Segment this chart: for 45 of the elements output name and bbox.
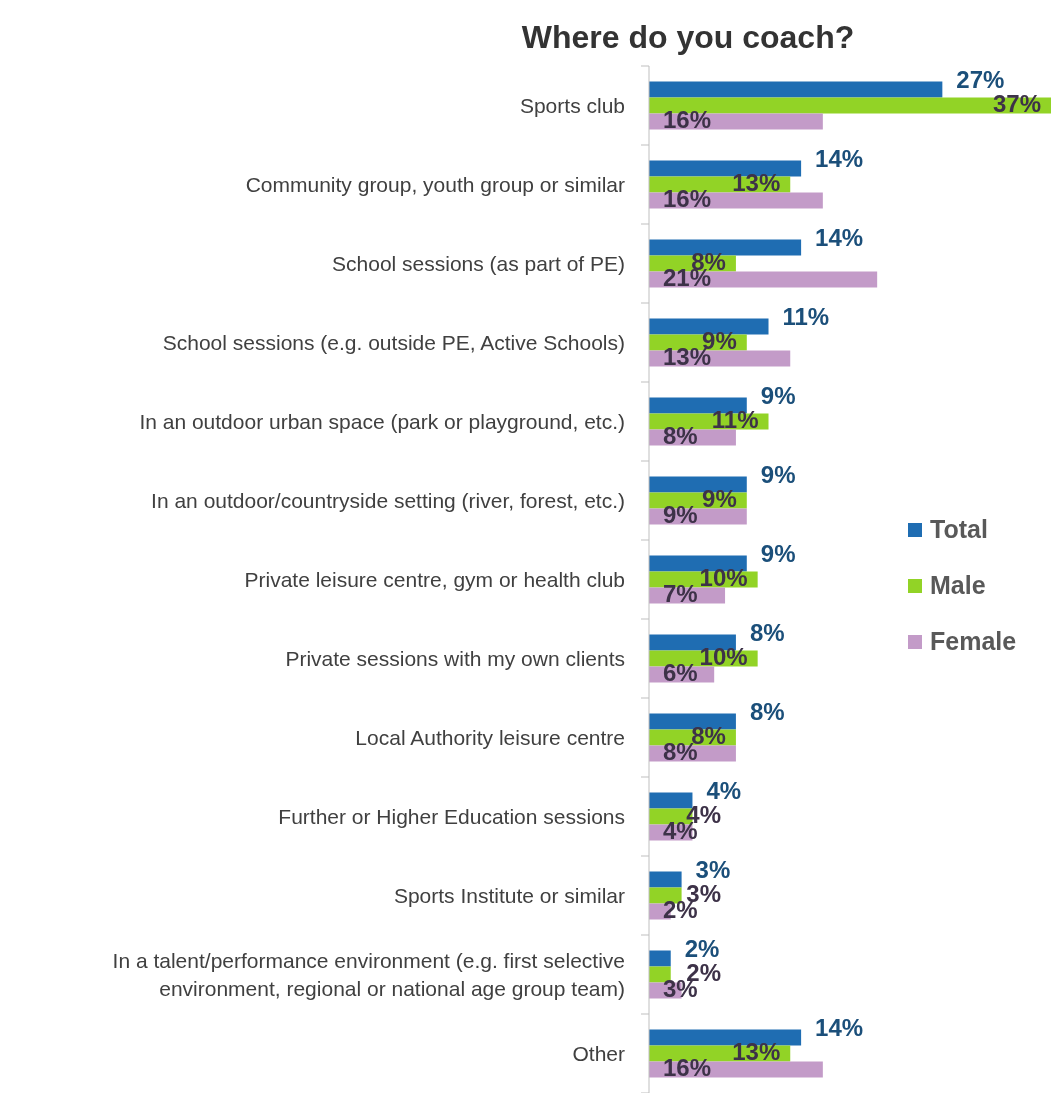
data-label: 10% (699, 642, 748, 670)
y-tick-label: Private sessions with my own clients (285, 646, 625, 670)
y-tick-label: School sessions (as part of PE) (332, 251, 625, 275)
y-tick-label: In an outdoor urban space (park or playground, etc.) (139, 409, 625, 433)
data-label: 14% (815, 144, 864, 172)
data-label: 9% (663, 500, 698, 528)
data-label: 6% (663, 658, 698, 686)
data-label: 16% (663, 105, 712, 133)
y-tick-label: Further or Higher Education sessions (278, 804, 625, 828)
legend-label: Total (930, 515, 988, 543)
data-label: 10% (699, 563, 748, 591)
data-label: 11% (782, 302, 830, 330)
y-tick-label: Other (572, 1041, 625, 1065)
data-label: 8% (663, 421, 698, 449)
legend-label: Female (930, 627, 1017, 655)
data-label: 8% (749, 618, 785, 646)
data-label: 7% (663, 579, 698, 607)
y-tick-label: Community group, youth group or similar (245, 172, 625, 196)
legend-label: Male (930, 571, 986, 599)
data-label: 13% (732, 168, 781, 196)
y-tick-label: Private leisure centre, gym or health club (244, 567, 625, 591)
data-label: 4% (706, 776, 742, 804)
data-label: 11% (711, 405, 759, 433)
data-label: 9% (760, 539, 796, 567)
bar (649, 950, 671, 967)
data-label: 14% (815, 1013, 864, 1041)
data-label: 3% (695, 855, 731, 883)
data-label: 9% (760, 381, 796, 409)
data-label: 16% (663, 1053, 712, 1081)
bar (649, 81, 943, 98)
y-tick-label: Local Authority leisure centre (355, 725, 625, 749)
y-tick-label: Sports club (519, 93, 625, 117)
y-tick-label: School sessions (e.g. outside PE, Active Schools) (162, 330, 625, 354)
bar (649, 871, 682, 888)
y-tick-label: In an outdoor/countryside setting (river, forest, etc.) (151, 488, 625, 512)
data-label: 13% (732, 1037, 781, 1065)
y-tick-label: In a talent/performance environment (e.g. first selective environment, regional or national age group team) (112, 948, 625, 1000)
data-label: 9% (760, 460, 796, 488)
data-label: 2% (684, 934, 720, 962)
y-tick-label: Sports Institute or similar (393, 883, 625, 907)
data-label: 16% (663, 184, 712, 212)
data-label: 8% (749, 697, 785, 725)
chart-title: Where do you coach? (521, 19, 855, 55)
data-label: 9% (702, 484, 737, 512)
data-label: 14% (815, 223, 864, 251)
